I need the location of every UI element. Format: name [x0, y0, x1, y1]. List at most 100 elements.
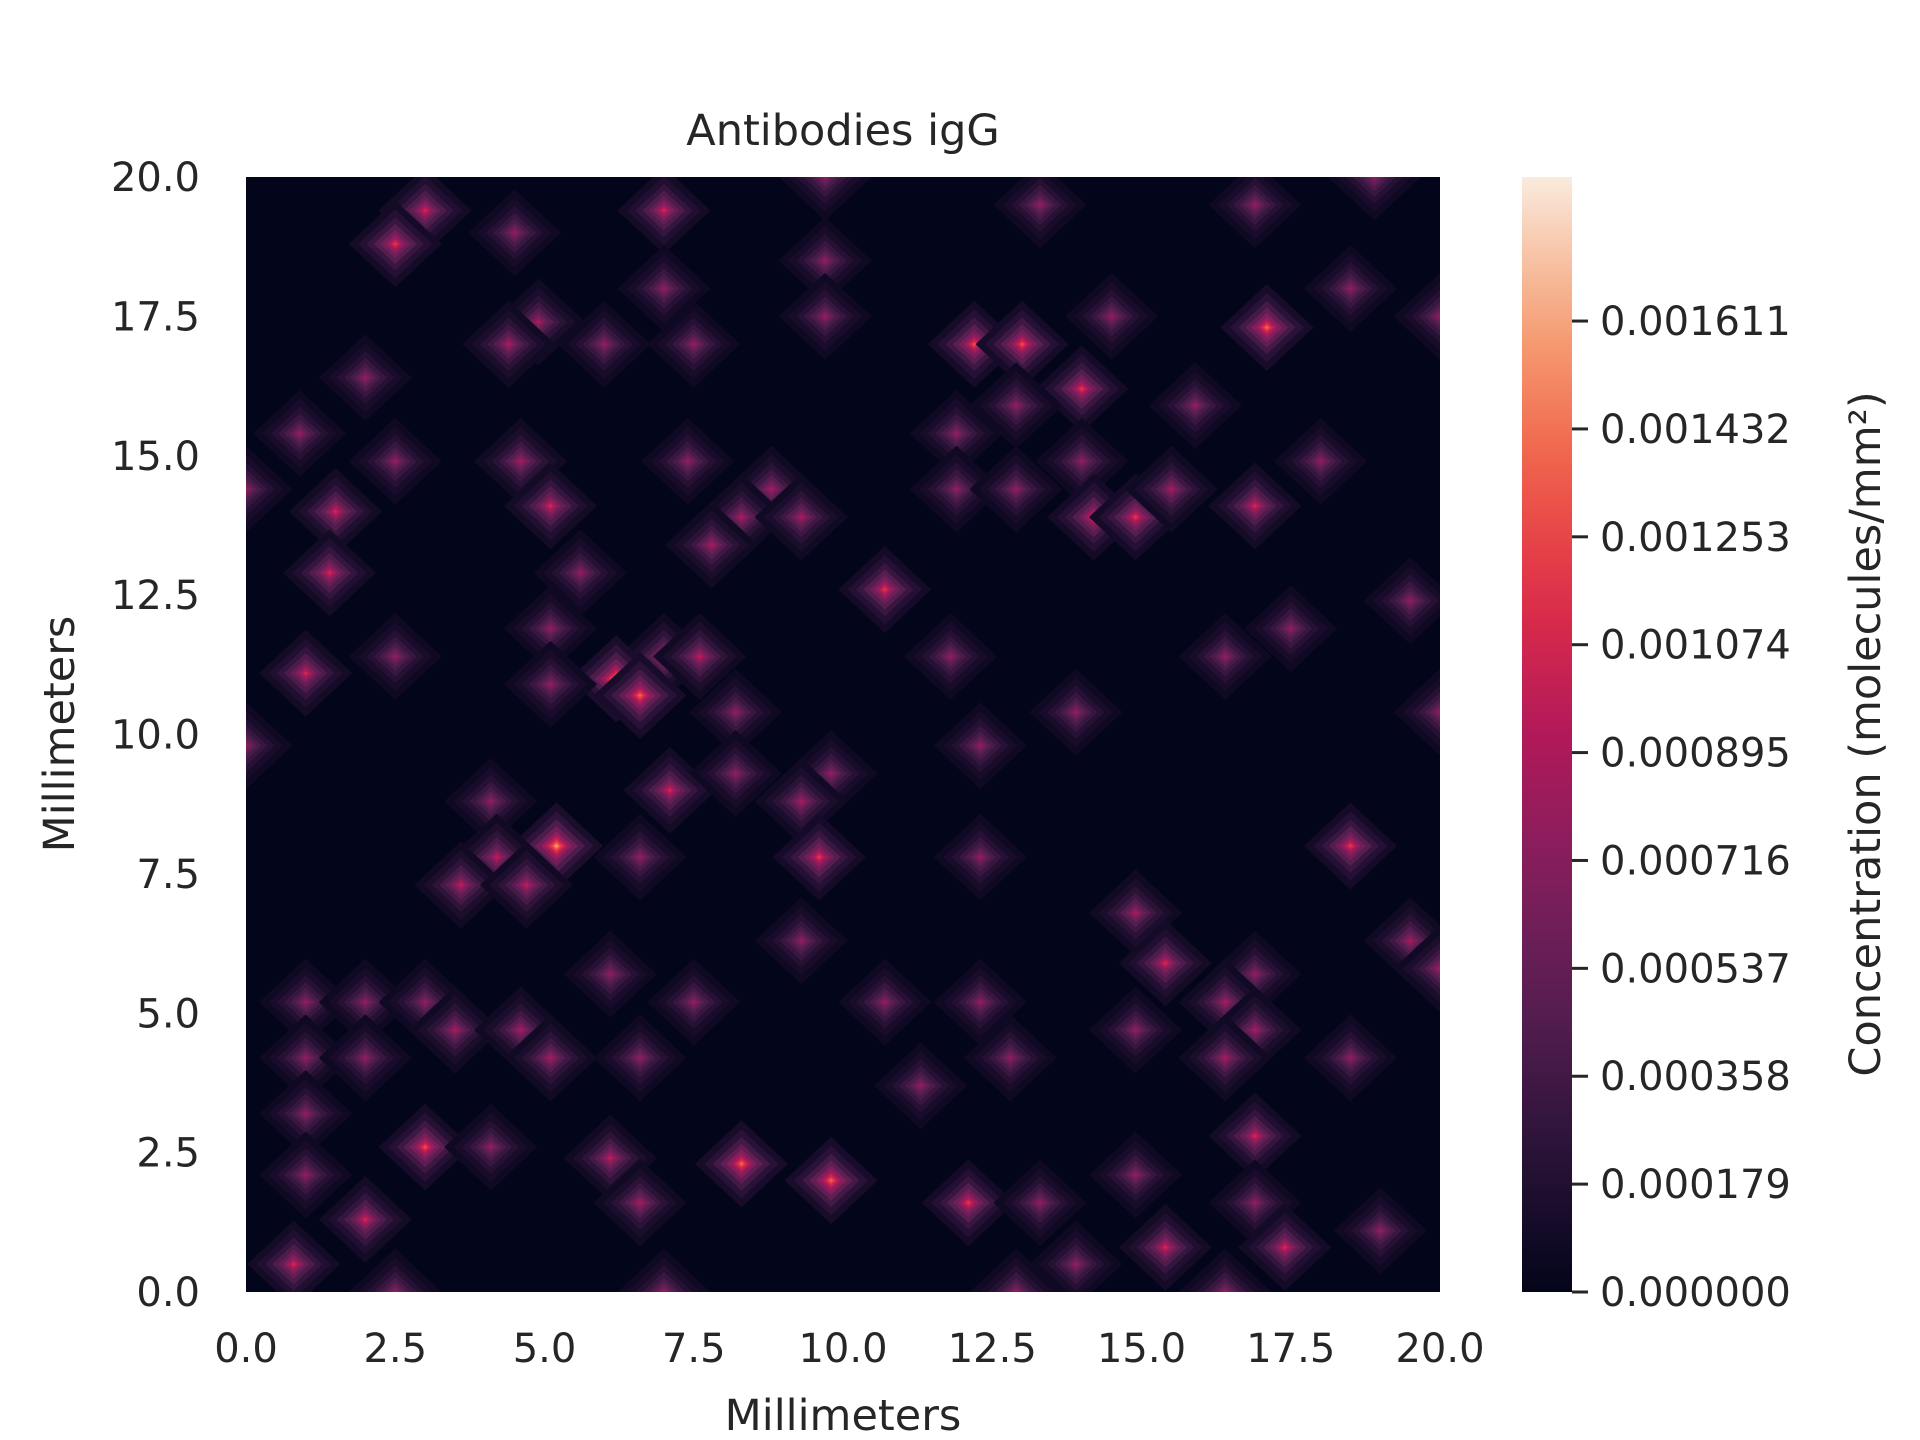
colorbar-tick-label: 0.000716 [1600, 838, 1791, 884]
heat-spot-6 [778, 272, 872, 360]
heat-contour [1348, 844, 1353, 848]
y-tick-label: 5.0 [136, 991, 200, 1037]
heat-contour [637, 693, 643, 698]
heat-spot-48 [1363, 557, 1440, 645]
heat-contour [1372, 177, 1377, 179]
heat-spot-21 [1065, 272, 1159, 360]
y-tick-label: 0.0 [136, 1270, 200, 1316]
heat-contour [518, 459, 523, 464]
heat-spot-24 [1148, 362, 1242, 450]
heat-spot-66 [688, 730, 783, 818]
heat-contour [458, 883, 464, 887]
heat-contour [1020, 342, 1025, 347]
heat-spot-88 [647, 958, 741, 1046]
heat-contour [363, 1217, 368, 1222]
x-tick-label: 0.0 [214, 1326, 278, 1372]
heat-spot-27 [348, 417, 442, 505]
heat-spot-56 [259, 629, 353, 717]
heat-contour [667, 788, 672, 793]
heat-contour [488, 1145, 493, 1150]
heat-contour [1193, 403, 1198, 408]
colorbar: 0.000000 0.000179 0.000358 0.000537 0.000716… [1522, 177, 1891, 1316]
heat-spot-92 [1208, 986, 1302, 1074]
heat-spot-18 [927, 300, 1021, 388]
heat-contour [578, 570, 583, 575]
heat-spot-112 [1088, 1131, 1183, 1219]
heat-contour [817, 855, 822, 860]
heat-contour [1133, 1028, 1138, 1032]
heat-contour [1008, 1055, 1013, 1060]
heat-spot-61 [1029, 668, 1123, 756]
heat-spot-69 [444, 757, 538, 845]
heat-contour [1282, 1245, 1287, 1250]
heat-contour [1288, 626, 1293, 631]
colorbar-ticks: 0.000000 0.000179 0.000358 0.000537 0.000716… [1572, 299, 1791, 1316]
colorbar-gradient [1522, 177, 1572, 1292]
heat-contour [1133, 1172, 1138, 1177]
heat-contour [1318, 459, 1323, 464]
heat-contour [799, 799, 804, 804]
heat-contour [363, 375, 368, 380]
heat-spot-101 [1178, 1014, 1272, 1102]
heat-spot-120 [1333, 1187, 1427, 1275]
heat-contour [661, 1290, 666, 1292]
heat-spot-82 [1393, 925, 1440, 1013]
heat-spot-60 [688, 668, 783, 756]
heat-spot-5 [778, 217, 872, 305]
heat-spot-16 [557, 300, 651, 388]
colorbar-label: Concentration (molecules/mm²) [1841, 391, 1891, 1076]
heat-spot-65 [623, 746, 717, 834]
heat-contour [608, 972, 613, 977]
heat-contour [363, 1055, 368, 1060]
x-axis-ticks: 0.0 2.5 5.0 7.5 10.0 12.5 15.0 17.5 20.0 [214, 1326, 1484, 1372]
heat-spot-124 [617, 1248, 711, 1292]
y-tick-label: 12.5 [111, 573, 200, 619]
heat-spot-99 [593, 1014, 687, 1102]
heat-spot-62 [1393, 668, 1440, 756]
heat-contour [1437, 710, 1440, 715]
heat-spot-90 [933, 958, 1027, 1046]
heat-spot-43 [1124, 445, 1218, 533]
heat-spot-58 [593, 651, 687, 739]
heat-contour [297, 431, 302, 436]
heat-spot-115 [921, 1159, 1015, 1247]
heat-contour [1437, 966, 1440, 971]
heat-spot-107 [444, 1103, 538, 1191]
heat-contour [978, 1000, 983, 1005]
heat-spot-38 [694, 473, 789, 561]
heat-contour [1037, 202, 1043, 207]
heat-contour [303, 1000, 308, 1005]
heat-spot-95 [503, 1014, 598, 1102]
heat-spot-15 [462, 300, 556, 388]
heat-contour [637, 855, 643, 860]
heat-spot-51 [348, 612, 442, 700]
heat-spot-45 [283, 529, 377, 617]
heat-spot-97 [259, 1014, 353, 1102]
heat-spot-25 [253, 389, 347, 477]
heat-contour [769, 487, 774, 492]
heat-contour [1037, 1200, 1043, 1205]
heat-spot-73 [480, 841, 574, 929]
heat-contour [1252, 1028, 1258, 1032]
colorbar-tick-label: 0.001253 [1600, 515, 1791, 561]
heat-contour [506, 342, 511, 347]
heat-contour [518, 1028, 523, 1032]
heat-spot-50 [1244, 585, 1338, 673]
heat-contour [452, 1028, 458, 1032]
heat-contour [954, 487, 959, 492]
heat-contour [828, 1178, 834, 1183]
heat-contour [820, 177, 830, 181]
colorbar-tick-label: 0.000179 [1600, 1162, 1791, 1208]
heat-contour [823, 258, 828, 263]
heat-spot-121 [247, 1220, 341, 1292]
x-tick-label: 5.0 [513, 1326, 577, 1372]
heat-contour [1252, 1200, 1258, 1205]
heat-spot-12 [1303, 245, 1398, 332]
heat-spot-96 [1088, 986, 1183, 1074]
heat-contour [1252, 202, 1258, 207]
colorbar-tick-label: 0.000895 [1600, 731, 1791, 777]
heat-contour [661, 286, 666, 291]
heat-contour [799, 515, 804, 520]
heat-spot-77 [1303, 802, 1398, 890]
heat-spot-83 [563, 930, 657, 1018]
